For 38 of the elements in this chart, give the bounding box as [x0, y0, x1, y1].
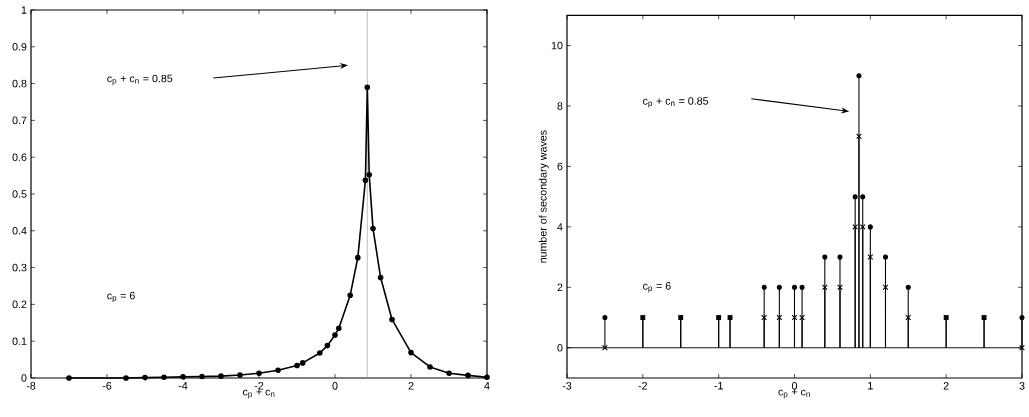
y-tick-label: 0.3: [12, 263, 27, 272]
y-tick-label: 0.4: [12, 227, 27, 235]
annotation: c$_{p}$ = 6: [643, 282, 671, 293]
y-tick-label: 0.1: [12, 337, 27, 345]
x-tick-label: -6: [102, 382, 112, 390]
x-tick-label: -8: [26, 382, 36, 390]
x-tick-label: -3: [562, 382, 572, 390]
y-tick-label: 0: [21, 374, 27, 382]
y-axis-title: number of secondary waves: [538, 130, 549, 263]
y-tick-label: 0.7: [12, 116, 27, 125]
y-tick-label: 0.5: [12, 190, 27, 198]
x-tick-label: 1: [868, 382, 873, 390]
y-tick-label: 0.8: [12, 79, 27, 88]
x-tick-label: -4: [178, 382, 188, 390]
y-tick-label: 8: [557, 102, 563, 110]
x-axis-title: c$_{p}$ + c$_{n}$: [242, 389, 275, 399]
y-tick-label: 0.2: [12, 300, 27, 309]
x-tick-label: -1: [714, 382, 723, 390]
y-tick-label: 4: [557, 223, 563, 231]
x-axis-title: c$_{p}$ + c$_{n}$: [778, 389, 810, 399]
x-tick-label: -2: [638, 382, 648, 390]
y-tick-label: 0.9: [12, 43, 27, 51]
annotation: c$_{p}$ + c$_{n}$ = 0.85: [643, 97, 709, 108]
x-tick-label: 0: [332, 382, 338, 390]
y-tick-label: 6: [557, 162, 563, 171]
x-tick-label: 4: [484, 382, 490, 390]
y-tick-label: 10: [551, 41, 563, 50]
y-tick-label: 2: [557, 283, 563, 292]
y-tick-label: 0: [557, 343, 563, 352]
annotation: c$_{p}$ + c$_{n}$ = 0.85: [107, 74, 173, 86]
x-tick-label: 2: [408, 382, 414, 390]
x-tick-label: 3: [1019, 382, 1025, 390]
x-tick-label: 0: [791, 382, 798, 390]
x-tick-label: -2: [254, 382, 264, 390]
y-tick-label: 0.6: [12, 153, 27, 161]
y-tick-label: 1: [21, 6, 27, 14]
annotation: c$_{p}$ = 6: [107, 291, 135, 303]
x-tick-label: 2: [943, 382, 949, 390]
